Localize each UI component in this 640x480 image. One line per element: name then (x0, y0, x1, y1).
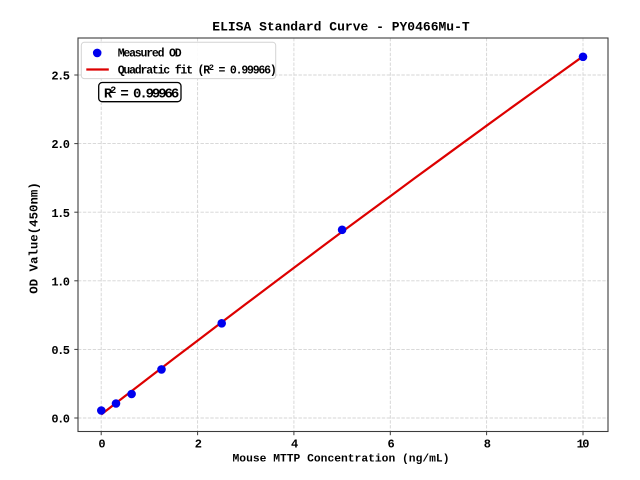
svg-text:Measured OD: Measured OD (118, 48, 182, 61)
svg-text:2.0: 2.0 (51, 138, 69, 152)
svg-text:Quadratic fit (R2 = 0.99966): Quadratic fit (R2 = 0.99966) (118, 63, 276, 78)
svg-text:8: 8 (484, 438, 491, 452)
svg-text:0.0: 0.0 (51, 413, 69, 427)
svg-text:2.5: 2.5 (51, 70, 69, 84)
svg-text:0.5: 0.5 (51, 344, 69, 358)
svg-text:ELISA Standard Curve - PY0466M: ELISA Standard Curve - PY0466Mu-T (212, 20, 470, 35)
svg-text:10: 10 (577, 438, 590, 452)
svg-text:1.0: 1.0 (51, 275, 69, 289)
svg-text:0: 0 (98, 438, 105, 452)
svg-text:OD Value(450nm): OD Value(450nm) (28, 182, 42, 294)
svg-text:R2 = 0.99966: R2 = 0.99966 (104, 86, 179, 103)
svg-text:2: 2 (195, 438, 202, 452)
svg-text:Mouse MTTP Concentration (ng/m: Mouse MTTP Concentration (ng/mL) (233, 453, 450, 465)
svg-text:1.5: 1.5 (51, 207, 69, 221)
svg-text:4: 4 (291, 438, 298, 452)
svg-text:6: 6 (387, 438, 394, 452)
